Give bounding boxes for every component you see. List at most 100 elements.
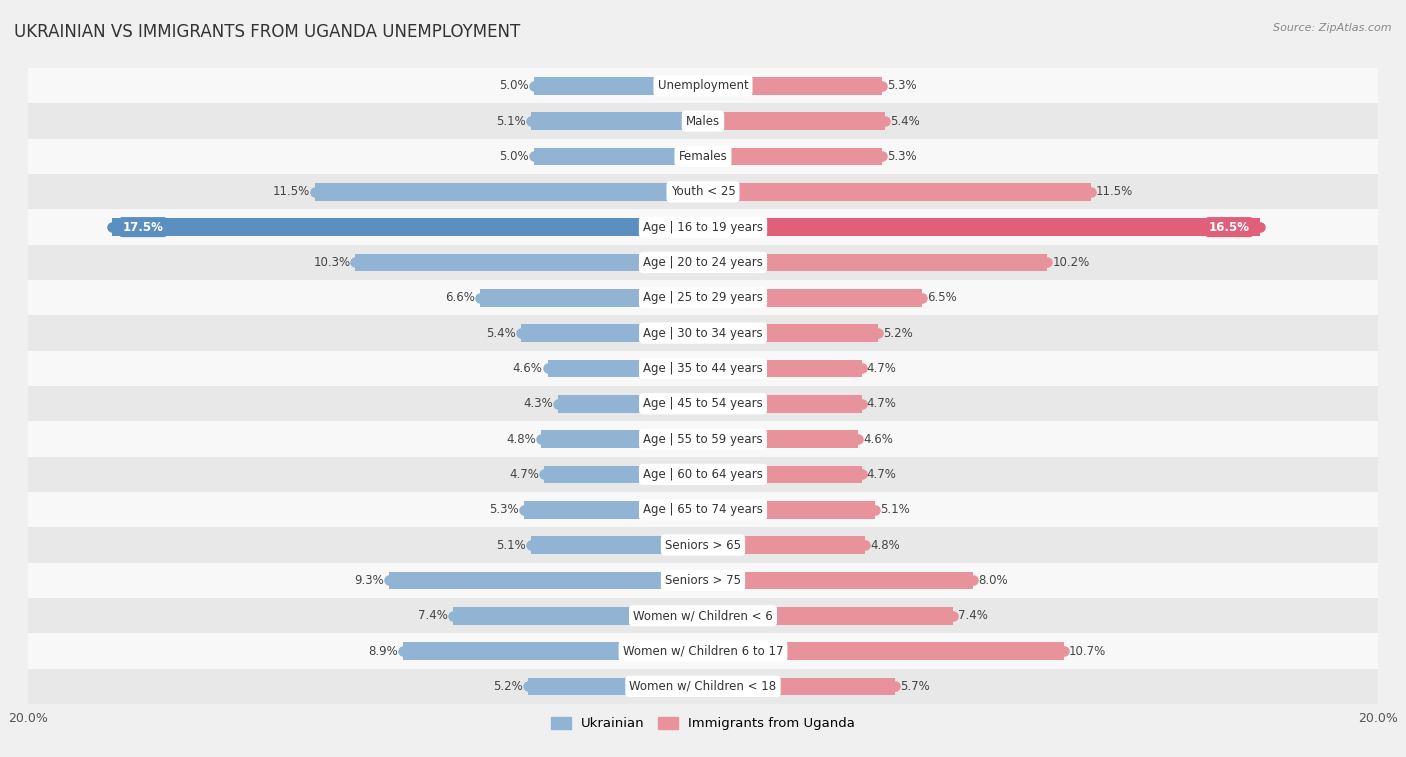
- Bar: [28, 139, 1378, 174]
- Text: Women w/ Children < 18: Women w/ Children < 18: [630, 680, 776, 693]
- Text: Age | 55 to 59 years: Age | 55 to 59 years: [643, 432, 763, 446]
- Text: 5.2%: 5.2%: [492, 680, 523, 693]
- Text: 4.3%: 4.3%: [523, 397, 553, 410]
- Bar: [524, 501, 703, 519]
- Text: Age | 16 to 19 years: Age | 16 to 19 years: [643, 220, 763, 234]
- Bar: [703, 642, 1064, 660]
- Text: 4.7%: 4.7%: [866, 362, 897, 375]
- Text: 4.8%: 4.8%: [870, 538, 900, 552]
- Text: Youth < 25: Youth < 25: [671, 185, 735, 198]
- Text: Unemployment: Unemployment: [658, 79, 748, 92]
- Text: 8.9%: 8.9%: [368, 644, 398, 658]
- Bar: [453, 607, 703, 625]
- Bar: [703, 572, 973, 589]
- Text: 4.8%: 4.8%: [506, 432, 536, 446]
- Bar: [28, 104, 1378, 139]
- Bar: [703, 536, 865, 554]
- Text: 10.7%: 10.7%: [1069, 644, 1107, 658]
- Text: 10.2%: 10.2%: [1052, 256, 1090, 269]
- Text: 4.7%: 4.7%: [866, 397, 897, 410]
- Bar: [548, 360, 703, 377]
- Bar: [703, 218, 1260, 236]
- Bar: [356, 254, 703, 271]
- Bar: [703, 466, 862, 483]
- Text: 5.1%: 5.1%: [880, 503, 910, 516]
- Text: 10.3%: 10.3%: [314, 256, 350, 269]
- Text: 5.1%: 5.1%: [496, 114, 526, 128]
- Text: Women w/ Children < 6: Women w/ Children < 6: [633, 609, 773, 622]
- Bar: [541, 430, 703, 448]
- Bar: [534, 148, 703, 165]
- Text: 4.6%: 4.6%: [863, 432, 893, 446]
- Text: 17.5%: 17.5%: [122, 220, 163, 234]
- Text: Females: Females: [679, 150, 727, 163]
- Text: 5.4%: 5.4%: [486, 326, 516, 340]
- Text: 4.6%: 4.6%: [513, 362, 543, 375]
- Text: 6.5%: 6.5%: [928, 291, 957, 304]
- Text: 5.0%: 5.0%: [499, 150, 529, 163]
- Bar: [520, 324, 703, 342]
- Text: 16.5%: 16.5%: [1209, 220, 1250, 234]
- Text: Women w/ Children 6 to 17: Women w/ Children 6 to 17: [623, 644, 783, 658]
- Text: Age | 65 to 74 years: Age | 65 to 74 years: [643, 503, 763, 516]
- Text: 5.7%: 5.7%: [900, 680, 931, 693]
- Bar: [28, 245, 1378, 280]
- Bar: [703, 430, 858, 448]
- Text: 7.4%: 7.4%: [419, 609, 449, 622]
- Legend: Ukrainian, Immigrants from Uganda: Ukrainian, Immigrants from Uganda: [546, 712, 860, 736]
- Text: Seniors > 65: Seniors > 65: [665, 538, 741, 552]
- Bar: [703, 112, 886, 130]
- Text: 5.2%: 5.2%: [883, 326, 914, 340]
- Bar: [28, 386, 1378, 422]
- Bar: [389, 572, 703, 589]
- Bar: [703, 254, 1047, 271]
- Text: 4.7%: 4.7%: [509, 468, 540, 481]
- Text: Age | 45 to 54 years: Age | 45 to 54 years: [643, 397, 763, 410]
- Text: 9.3%: 9.3%: [354, 574, 384, 587]
- Bar: [544, 466, 703, 483]
- Text: 5.1%: 5.1%: [496, 538, 526, 552]
- Text: 11.5%: 11.5%: [273, 185, 309, 198]
- Text: 6.6%: 6.6%: [446, 291, 475, 304]
- Text: 4.7%: 4.7%: [866, 468, 897, 481]
- Bar: [703, 395, 862, 413]
- Bar: [28, 422, 1378, 456]
- Bar: [28, 68, 1378, 104]
- Bar: [28, 668, 1378, 704]
- Bar: [28, 350, 1378, 386]
- Bar: [703, 360, 862, 377]
- Text: 5.3%: 5.3%: [887, 150, 917, 163]
- Bar: [527, 678, 703, 695]
- Bar: [531, 112, 703, 130]
- Text: 5.4%: 5.4%: [890, 114, 920, 128]
- Text: Age | 25 to 29 years: Age | 25 to 29 years: [643, 291, 763, 304]
- Bar: [703, 289, 922, 307]
- Bar: [481, 289, 703, 307]
- Bar: [703, 183, 1091, 201]
- Bar: [28, 634, 1378, 668]
- Bar: [703, 678, 896, 695]
- Bar: [28, 174, 1378, 210]
- Bar: [28, 456, 1378, 492]
- Text: 11.5%: 11.5%: [1097, 185, 1133, 198]
- Bar: [703, 501, 875, 519]
- Bar: [28, 562, 1378, 598]
- Bar: [28, 316, 1378, 350]
- Text: Age | 60 to 64 years: Age | 60 to 64 years: [643, 468, 763, 481]
- Text: 7.4%: 7.4%: [957, 609, 987, 622]
- Text: Age | 30 to 34 years: Age | 30 to 34 years: [643, 326, 763, 340]
- Bar: [112, 218, 703, 236]
- Bar: [531, 536, 703, 554]
- Text: Seniors > 75: Seniors > 75: [665, 574, 741, 587]
- Text: 5.3%: 5.3%: [887, 79, 917, 92]
- Bar: [703, 324, 879, 342]
- Text: 8.0%: 8.0%: [979, 574, 1008, 587]
- Bar: [28, 528, 1378, 562]
- Text: Males: Males: [686, 114, 720, 128]
- Text: Age | 20 to 24 years: Age | 20 to 24 years: [643, 256, 763, 269]
- Text: UKRAINIAN VS IMMIGRANTS FROM UGANDA UNEMPLOYMENT: UKRAINIAN VS IMMIGRANTS FROM UGANDA UNEM…: [14, 23, 520, 41]
- Bar: [28, 598, 1378, 634]
- Bar: [534, 77, 703, 95]
- Text: 5.3%: 5.3%: [489, 503, 519, 516]
- Bar: [703, 607, 953, 625]
